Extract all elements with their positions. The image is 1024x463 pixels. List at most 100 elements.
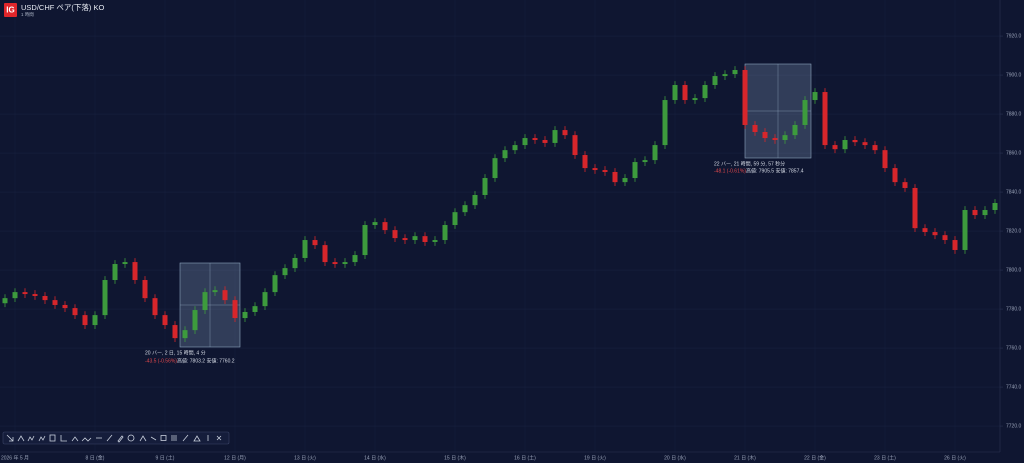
candle-body	[742, 70, 748, 125]
candle-body	[882, 150, 888, 169]
measure-range: 高値: 7803.2 安値: 7760.2	[177, 357, 235, 364]
candle-body	[612, 171, 618, 183]
x-tick-label: 16 日 (土)	[514, 454, 536, 461]
x-tick-label: 21 日 (木)	[734, 454, 756, 461]
y-tick-label: 7880.0	[1006, 111, 1022, 117]
axes: 7720.0 7740.0 7760.0 7780.0 7800.0 7820.0 7840…	[1, 33, 1022, 461]
tool-rect[interactable]	[160, 435, 167, 441]
candle-body	[802, 100, 808, 125]
tool-wave[interactable]	[81, 437, 92, 442]
candle-body	[932, 232, 938, 236]
candle-body	[412, 236, 418, 241]
drawing-toolbar	[2, 431, 230, 445]
candle-body	[82, 315, 88, 326]
tool-axis[interactable]	[60, 435, 67, 442]
candle-body	[252, 306, 258, 312]
candle-body	[532, 138, 538, 141]
candle-body	[702, 85, 708, 99]
candle-body	[862, 142, 868, 146]
tool-polyline[interactable]	[27, 435, 35, 442]
toolbar-icons[interactable]	[6, 434, 222, 443]
candle-body	[282, 268, 288, 276]
candle-body	[552, 130, 558, 143]
candle-body	[542, 140, 548, 143]
candle-body	[852, 140, 858, 143]
x-tick-label: 15 日 (木)	[444, 454, 466, 461]
candle-body	[762, 132, 768, 139]
tool-arrow[interactable]	[6, 434, 14, 442]
candle-body	[692, 98, 698, 101]
candle-body	[432, 240, 438, 242]
candle-body	[972, 210, 978, 216]
candle-body	[2, 298, 8, 304]
y-tick-label: 7780.0	[1006, 306, 1022, 312]
candle-body	[422, 236, 428, 242]
x-tick-label: 19 日 (火)	[584, 455, 606, 461]
candle-body	[292, 257, 298, 269]
tool-fib[interactable]	[49, 434, 56, 442]
candle-body	[672, 85, 678, 101]
candle-body	[362, 225, 368, 256]
candle-body	[62, 304, 68, 309]
candle-body	[52, 300, 58, 305]
candle-body	[832, 145, 838, 150]
candle-body	[482, 178, 488, 195]
candle-body	[122, 262, 128, 265]
candle-body	[72, 308, 78, 316]
candle-body	[182, 330, 188, 339]
candle-body	[312, 240, 318, 246]
candle-body	[952, 240, 958, 250]
tool-triangle-alt[interactable]	[139, 435, 147, 442]
measure-change: -48.1 (-0.61%)	[714, 168, 746, 174]
x-tick-label: 23 日 (土)	[874, 454, 896, 461]
candle-body	[512, 145, 518, 151]
candle-body	[772, 138, 778, 141]
candle-body	[352, 255, 358, 263]
tool-pen[interactable]	[17, 435, 25, 442]
y-tick-label: 7900.0	[1006, 72, 1022, 78]
candle-body	[602, 170, 608, 172]
tool-path[interactable]	[38, 435, 46, 442]
candle-body	[682, 85, 688, 101]
candle-body	[342, 262, 348, 265]
candle-body	[372, 222, 378, 226]
y-tick-label: 7920.0	[1006, 33, 1022, 39]
tool-triangle[interactable]	[193, 435, 201, 442]
candle-body	[782, 135, 788, 141]
y-tick-label: 7860.0	[1006, 150, 1022, 156]
candle-body	[662, 100, 668, 146]
candle-body	[92, 315, 98, 326]
tool-channel[interactable]	[171, 435, 177, 441]
tool-circle[interactable]	[127, 434, 135, 442]
logo	[4, 3, 17, 17]
candle-body	[622, 178, 628, 183]
measure-change: -43.5 (-0.56%)	[145, 358, 177, 364]
tool-line[interactable]	[150, 436, 157, 441]
candle-body	[912, 187, 918, 229]
candle-body	[902, 182, 908, 188]
x-tick-label: 20 日 (水)	[664, 454, 686, 461]
logo-text: IG	[6, 6, 14, 15]
candle-body	[982, 210, 988, 216]
tool-close[interactable]	[216, 435, 222, 441]
candle-body	[472, 194, 478, 206]
x-tick-label: 22 日 (金)	[804, 454, 826, 461]
measure-range: 高値: 7905.5 安値: 7857.4	[746, 167, 804, 174]
toolbar-bg	[2, 431, 230, 445]
tool-pattern[interactable]	[71, 436, 79, 442]
candle-body	[792, 124, 798, 136]
candle-body	[922, 228, 928, 233]
tool-ray[interactable]	[106, 434, 113, 442]
tool-trend[interactable]	[182, 434, 189, 442]
candle-body	[172, 325, 178, 339]
y-tick-label: 7840.0	[1006, 189, 1022, 195]
candle-body	[332, 262, 338, 265]
chart-title: USD/CHF ペア(下落) KO	[21, 2, 104, 12]
x-tick-label: 2026 年 5 月	[1, 454, 29, 461]
tool-brush[interactable]	[117, 435, 124, 443]
candle-body	[992, 202, 998, 211]
candle-body	[652, 145, 658, 161]
candle-body	[812, 92, 818, 101]
